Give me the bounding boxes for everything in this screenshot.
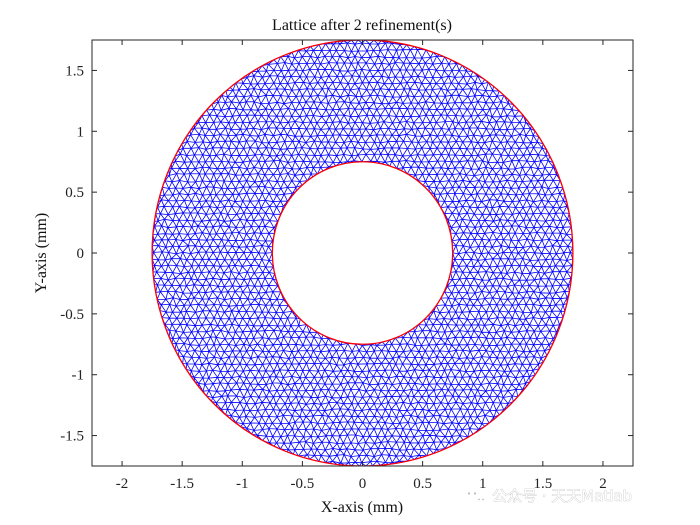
- x-tick-label: 0.5: [413, 476, 432, 492]
- x-axis-ticks: -2 -1.5 -1 -0.5 0 0.5 1 1.5 2: [116, 40, 607, 492]
- x-tick-label: 1: [479, 476, 487, 492]
- watermark: 公众号 · 天天Matlab: [463, 487, 633, 506]
- y-tick-label: 0: [77, 246, 85, 262]
- y-axis-title: Y-axis (mm): [33, 213, 50, 293]
- watermark-text: 公众号 · 天天Matlab: [492, 487, 632, 505]
- x-tick-label: 0: [359, 476, 367, 492]
- x-tick-label: -1.5: [170, 476, 194, 492]
- y-tick-label: -1.5: [60, 429, 84, 445]
- inner-boundary-circle: [271, 161, 454, 345]
- x-tick-label: -1: [236, 476, 249, 492]
- y-tick-label: -1: [72, 368, 85, 384]
- wechat-logo-icon: [463, 488, 488, 506]
- outer-boundary-circle: [151, 40, 574, 466]
- y-axis-ticks: -1.5 -1 -0.5 0 0.5 1 1.5: [60, 63, 633, 445]
- chart-title: Lattice after 2 refinement(s): [272, 17, 452, 34]
- y-tick-label: 0.5: [65, 185, 84, 201]
- y-tick-label: -0.5: [60, 307, 84, 323]
- x-axis-title: X-axis (mm): [321, 499, 403, 516]
- x-tick-label: -0.5: [291, 476, 315, 492]
- x-tick-label: 1.5: [533, 476, 552, 492]
- x-tick-label: 2: [599, 476, 607, 492]
- x-tick-label: -2: [116, 476, 129, 492]
- boundary-layer: [151, 40, 574, 466]
- y-tick-label: 1.5: [65, 63, 84, 79]
- y-tick-label: 1: [77, 124, 85, 140]
